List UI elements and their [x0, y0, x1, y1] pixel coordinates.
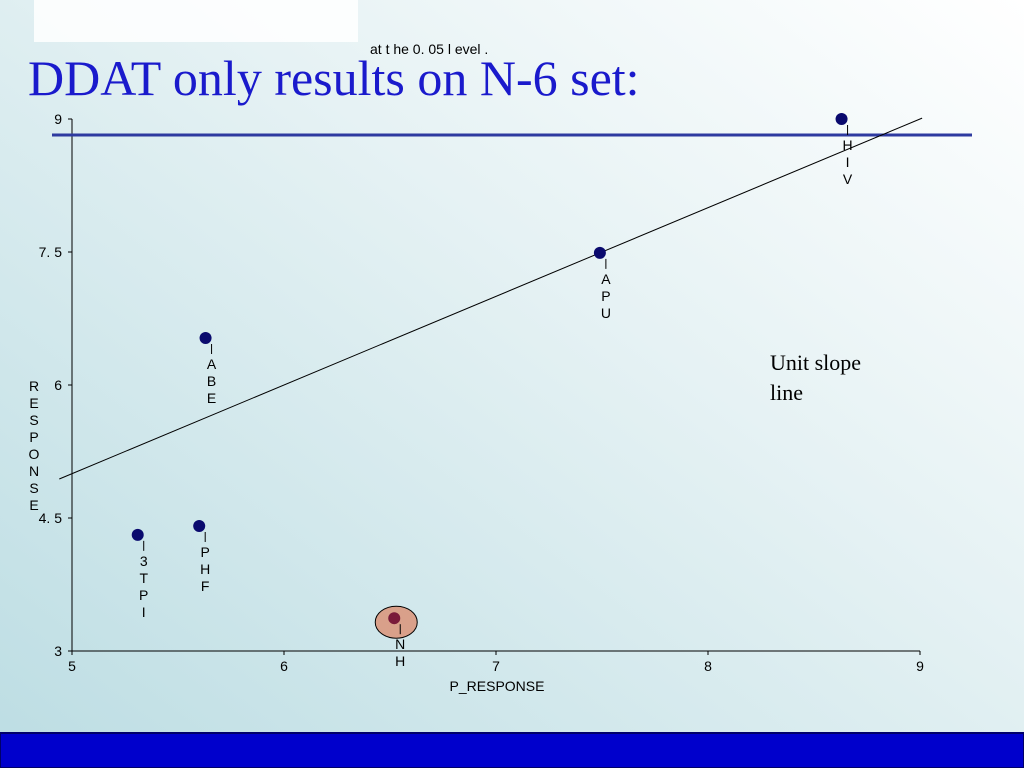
x-axis-label: P_RESPONSE — [450, 678, 545, 694]
point — [835, 113, 848, 125]
point-label: APU — [598, 271, 614, 322]
y-tick-label: 3 — [54, 643, 62, 659]
x-tick-label: 5 — [68, 658, 76, 674]
point-label: PHF — [197, 544, 213, 595]
reference-line — [59, 117, 923, 480]
note: at t he 0. 05 l evel . — [370, 41, 488, 57]
point-label: ABE — [204, 356, 220, 407]
x-tick-label: 8 — [704, 658, 712, 674]
point — [199, 332, 212, 345]
reference-line-label-text: Unit slope line — [770, 350, 861, 405]
x-tick-label: 6 — [280, 658, 288, 674]
y-axis-label: RESPONSE — [26, 378, 42, 514]
title-patch — [34, 0, 358, 42]
y-tick-label: 6 — [54, 377, 62, 393]
y-tick-label: 4. 5 — [39, 510, 63, 526]
slide-title: DDAT only results on N-6 set: — [28, 50, 640, 106]
point — [593, 246, 606, 259]
point-label: 3TPI — [136, 553, 152, 621]
reference-line-label: Unit slope line — [770, 350, 861, 405]
y-tick-label: 9 — [54, 111, 62, 127]
footer-bar — [0, 732, 1024, 768]
point-label: HIV — [840, 137, 856, 188]
x-tick-label: 7 — [492, 658, 500, 674]
point — [388, 612, 401, 625]
x-tick-label: 9 — [916, 658, 924, 674]
point-label: NH — [392, 636, 408, 670]
point — [193, 519, 206, 532]
y-tick-label: 7. 5 — [39, 244, 63, 260]
point — [131, 528, 144, 541]
